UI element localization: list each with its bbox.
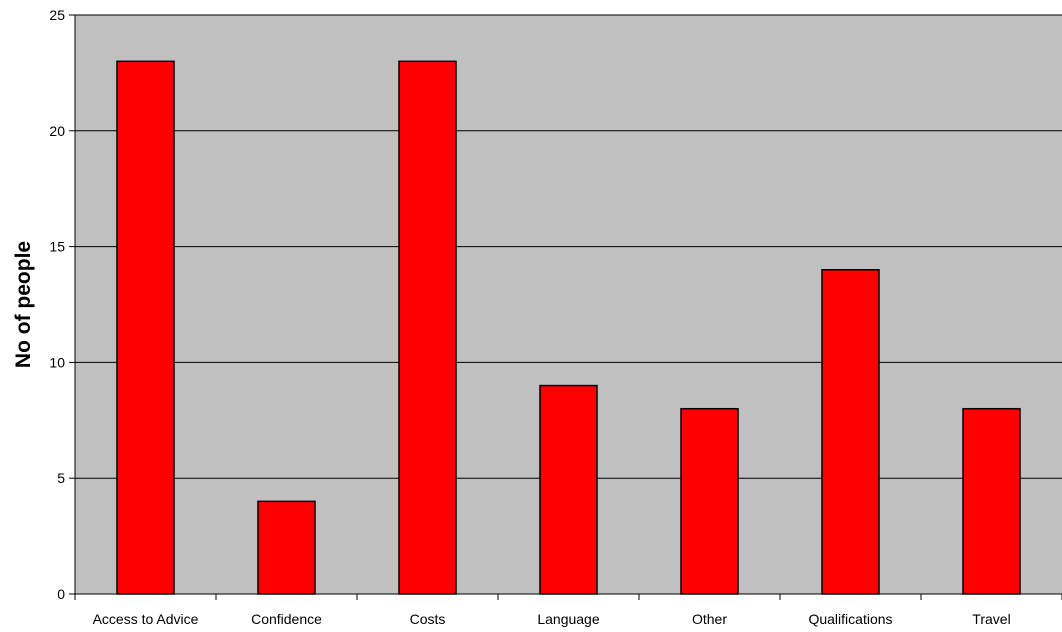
y-tick-label: 5 (57, 470, 65, 486)
x-tick-labels: Access to Advice Confidence Costs Language O… (93, 611, 1011, 627)
bar (398, 60, 457, 595)
y-tick-label: 20 (49, 123, 65, 139)
x-tick-label: Confidence (251, 611, 322, 627)
x-tick-label: Qualifications (808, 611, 892, 627)
y-tick-label: 15 (49, 239, 65, 255)
y-tick-label: 0 (57, 586, 65, 602)
x-tick-label: Language (537, 611, 600, 627)
y-axis-title: No of people (12, 241, 35, 368)
bar (539, 384, 598, 595)
y-tick-label: 10 (49, 354, 65, 370)
bar (680, 407, 739, 595)
x-tick-label: Access to Advice (93, 611, 199, 627)
bar (962, 407, 1021, 595)
bar (821, 269, 880, 595)
bar (257, 500, 316, 595)
y-tick-labels: 0 5 10 15 20 25 (49, 7, 65, 602)
gridlines (75, 14, 1062, 479)
x-tick-label: Travel (972, 611, 1010, 627)
y-tick-label: 25 (49, 7, 65, 23)
axes (69, 14, 1062, 600)
x-tick-label: Costs (410, 611, 446, 627)
bars (116, 60, 1021, 595)
x-tick-label: Other (692, 611, 727, 627)
bar (116, 60, 175, 595)
